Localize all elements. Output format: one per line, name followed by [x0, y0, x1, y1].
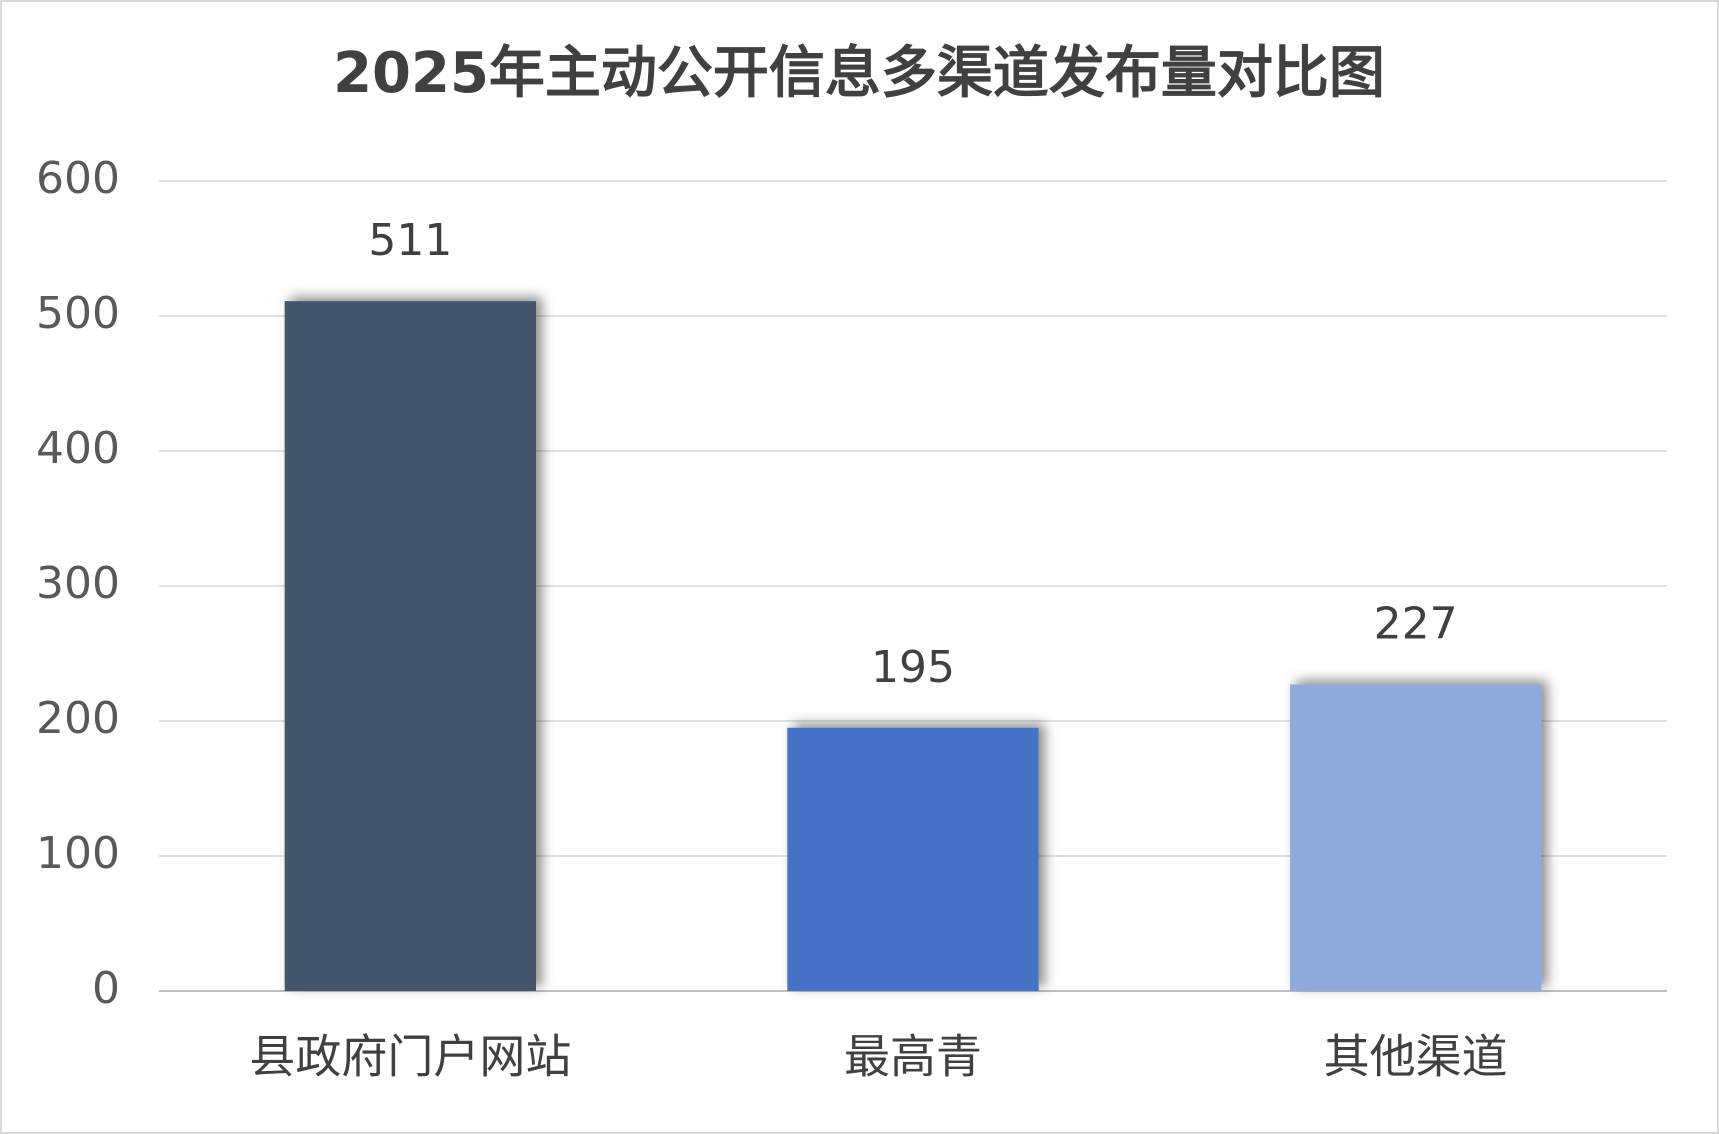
value-label: 227 [1374, 599, 1458, 650]
x-tick-label: 最高青 [844, 1030, 982, 1084]
bar [1290, 684, 1542, 991]
x-tick-label: 其他渠道 [1324, 1030, 1508, 1084]
bar [787, 727, 1039, 991]
y-tick-label: 600 [36, 153, 120, 204]
y-tick-label: 0 [92, 963, 120, 1014]
x-tick-label: 县政府门户网站 [249, 1030, 571, 1084]
y-tick-label: 100 [36, 828, 120, 879]
value-label: 511 [368, 215, 452, 266]
chart-title: 2025年主动公开信息多渠道发布量对比图 [333, 41, 1385, 106]
bar [284, 301, 536, 991]
y-tick-label: 400 [36, 423, 120, 474]
y-tick-label: 300 [36, 558, 120, 609]
y-tick-label: 500 [36, 288, 120, 339]
value-label: 195 [871, 642, 955, 693]
y-tick-label: 200 [36, 693, 120, 744]
